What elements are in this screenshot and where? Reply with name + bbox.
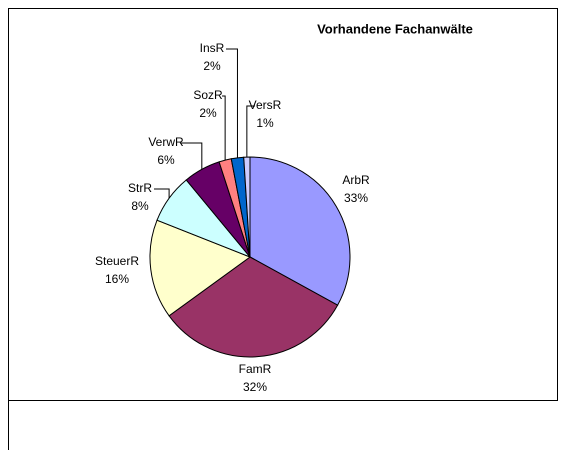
slice-label: InsR [200, 41, 225, 55]
leader-line [222, 95, 226, 161]
slice-label: StrR [128, 181, 152, 195]
slice-label: ArbR [342, 173, 370, 187]
chart-frame [8, 8, 558, 450]
slice-label: FamR [239, 362, 272, 376]
slice-value-label: 1% [256, 116, 274, 130]
slice-value-label: 6% [157, 153, 175, 167]
slice-value-label: 32% [243, 380, 267, 394]
pie-slice [149, 219, 252, 317]
slice-label: VerwR [148, 135, 184, 149]
leader-line [226, 48, 238, 158]
slice-value-label: 2% [203, 59, 221, 73]
slice-value-label: 8% [131, 199, 149, 213]
slice-value-label: 2% [199, 106, 217, 120]
pie-slice [168, 256, 339, 358]
slice-label: SozR [193, 88, 223, 102]
slice-label: SteuerR [95, 254, 139, 268]
slice-label: VersR [249, 98, 282, 112]
leader-line [180, 142, 203, 170]
chart-title: Vorhandene Fachanwälte [317, 21, 473, 36]
pie-slice [249, 156, 351, 306]
slice-value-label: 33% [344, 191, 368, 205]
slice-value-label: 16% [105, 272, 129, 286]
leader-line [246, 105, 255, 158]
leader-line [154, 188, 170, 199]
